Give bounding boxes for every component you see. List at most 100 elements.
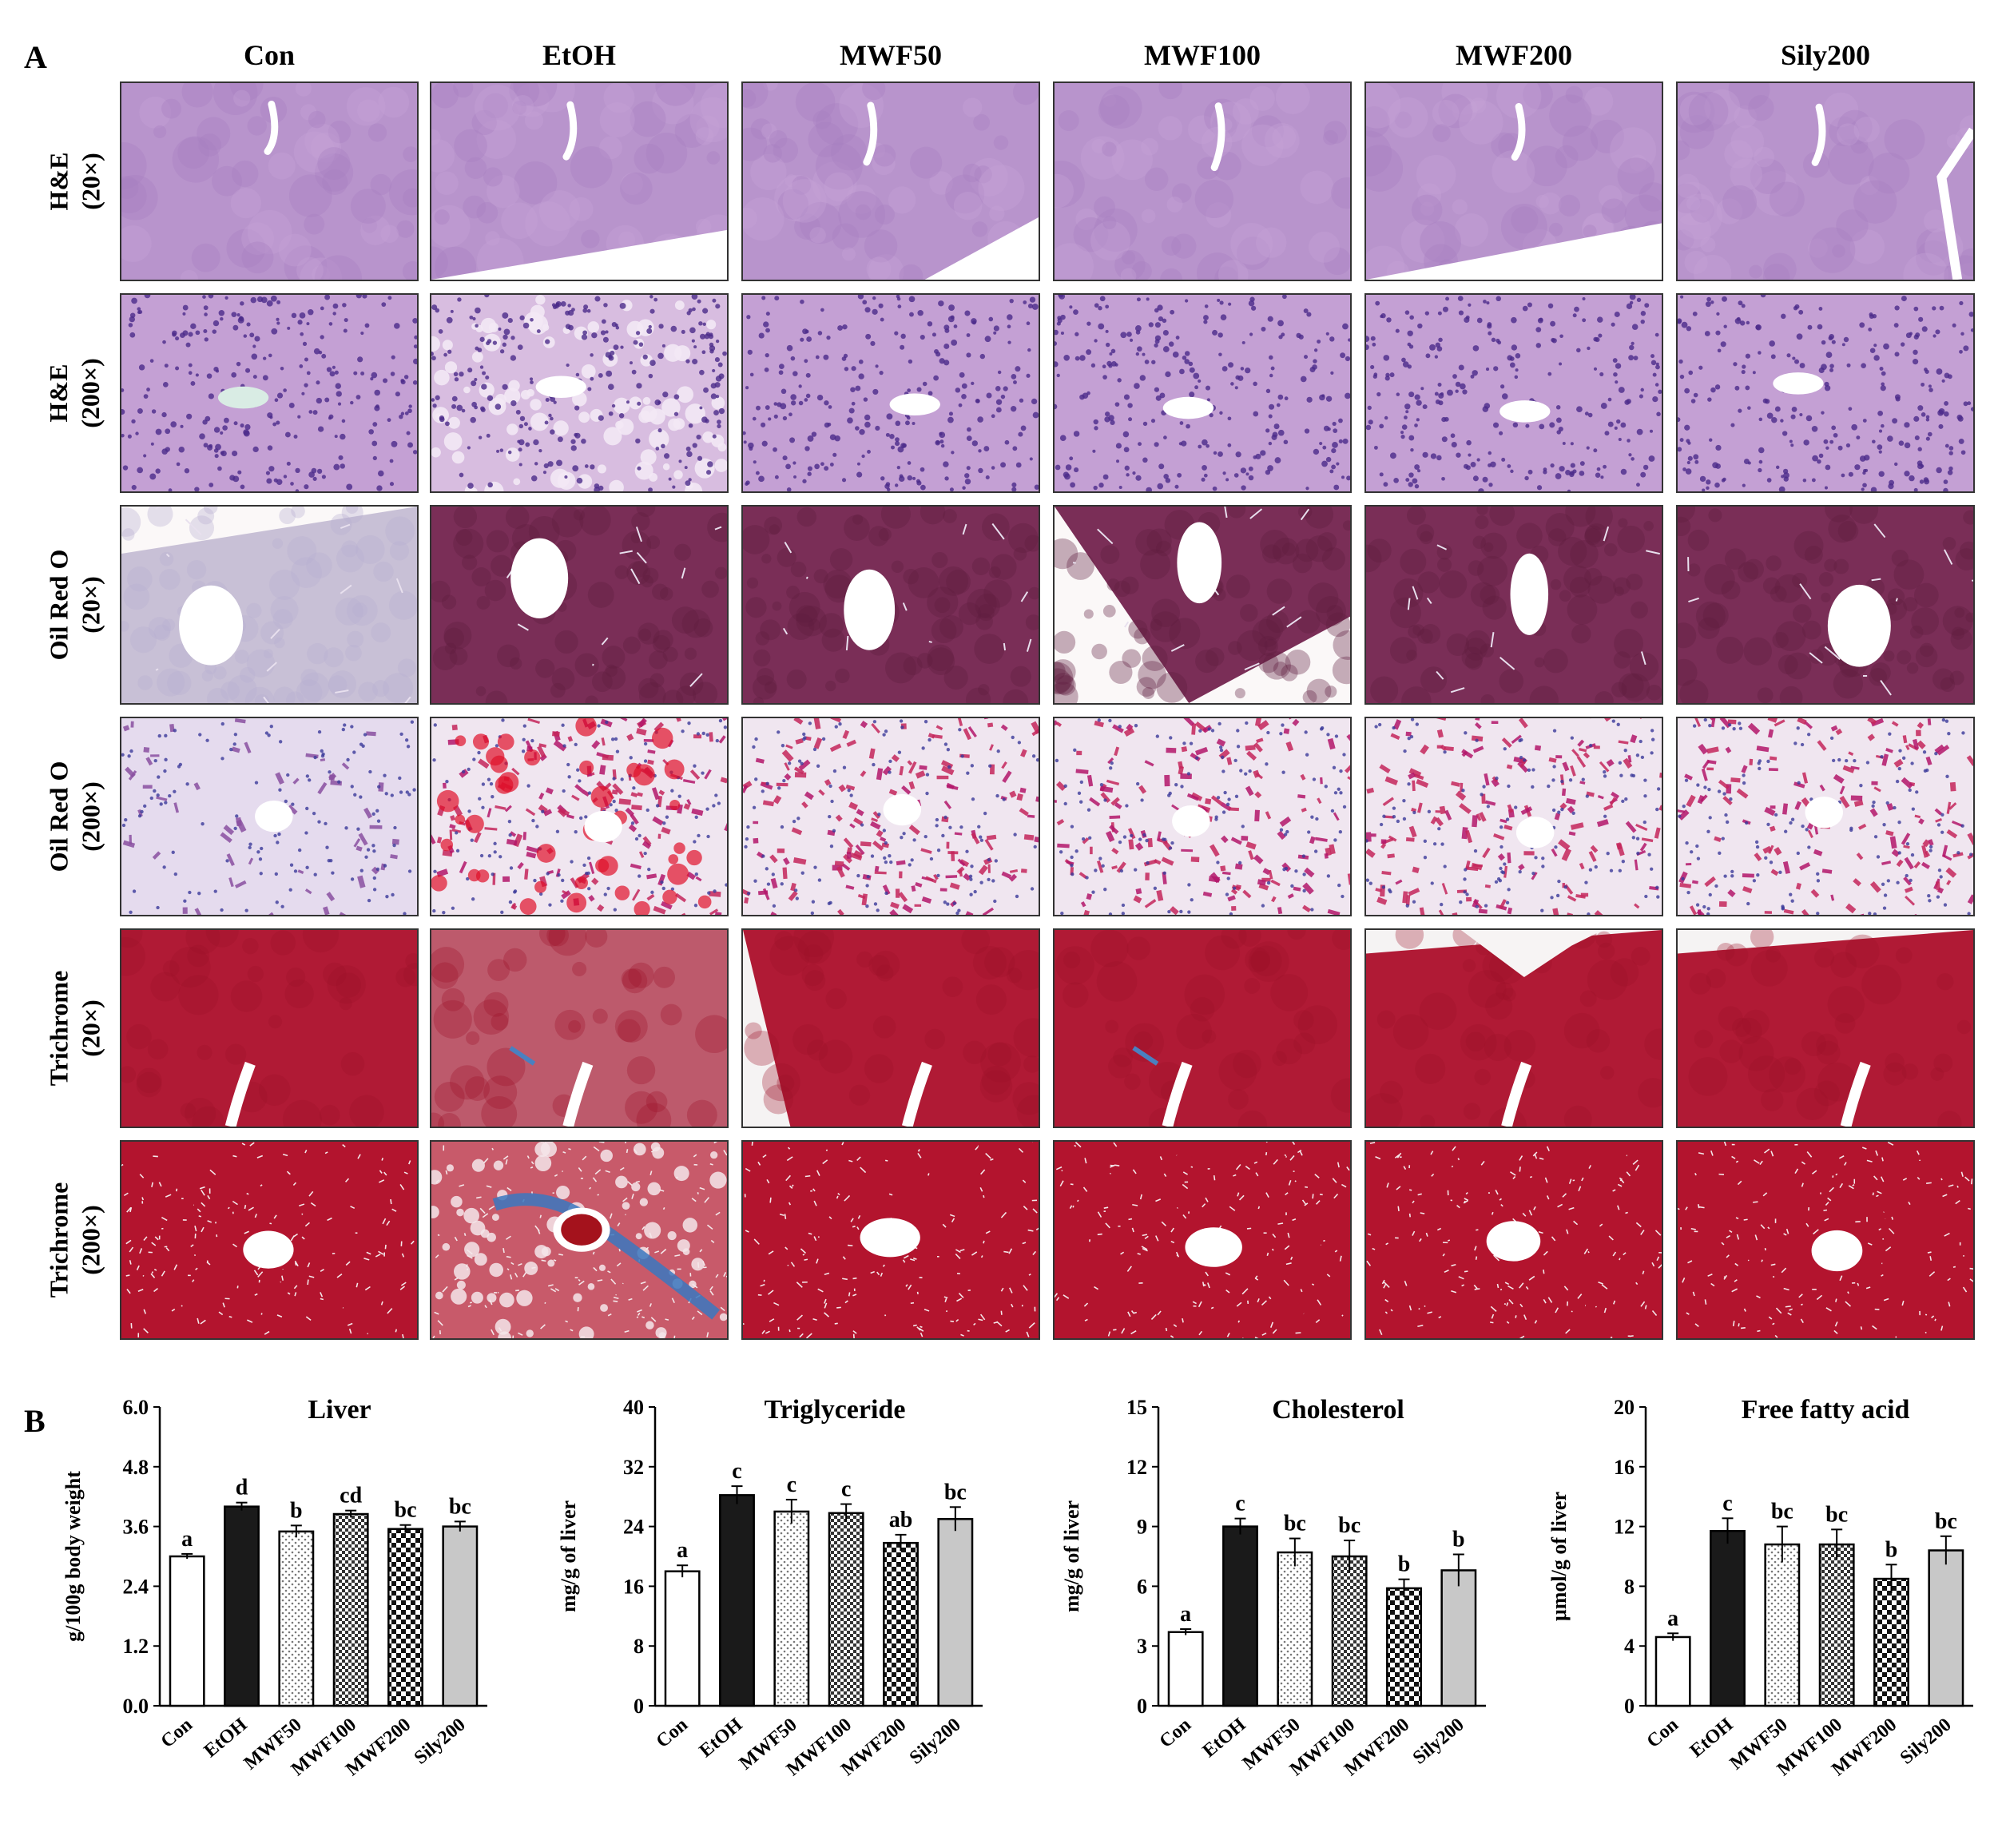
micrograph-oil-red-o-20-mwf100 [1053,505,1352,705]
bar-mwf50 [773,1510,810,1707]
y-tick-label: 40 [623,1396,644,1419]
bar-chart-free-fatty-acid: Free fatty acid μmol/g of liver 0 4 8 12 16 20 a… [1518,1394,1989,1810]
row-stain-label: Trichrome [44,1182,73,1298]
y-tick-label: 12 [1126,1456,1147,1479]
y-tick-label: 4.8 [123,1456,149,1479]
micrograph-image [743,83,1039,280]
significance-letter: a [677,1538,688,1563]
y-tick-label: 32 [623,1456,644,1479]
y-tick-label: 0 [1137,1695,1147,1718]
row-label-hande-200: H&E (200×) [30,293,118,493]
bar-chart-liver: Liver g/100g body weight 0.0 1.2 2.4 3.6 4.8 6.… [32,1394,503,1810]
x-tick-label: Sily200 [906,1715,965,1769]
micrograph-image [1366,718,1662,915]
micrograph-oil-red-o-20-con [120,505,419,705]
micrograph-image [1055,930,1350,1127]
x-tick-label: Con [157,1715,197,1752]
significance-letter: c [1722,1491,1732,1516]
significance-letter: b [1452,1528,1465,1552]
y-tick-label: 24 [623,1516,644,1539]
significance-letter: d [236,1476,248,1500]
micrograph-hande-200-con [120,293,419,493]
micrograph-image [1678,83,1973,280]
micrograph-hande-200-mwf200 [1364,293,1663,493]
bar-etoh [224,1505,260,1707]
x-tick-label: Con [1156,1715,1195,1752]
bar-sily200 [1440,1569,1477,1707]
y-tick-label: 8 [634,1635,644,1658]
y-tick-label: 0.0 [123,1695,149,1718]
micrograph-image [1055,83,1350,280]
row-magnification-label: (20×) [76,1000,105,1057]
row-label-hande-20: H&E (20×) [30,81,118,281]
bar-con [664,1570,701,1707]
micrograph-hande-20-mwf100 [1053,81,1352,281]
row-label-trichrome-20: Trichrome (20×) [30,928,118,1128]
y-tick-label: 0 [1624,1695,1635,1718]
significance-letter: bc [944,1480,967,1504]
row-stain-label: Oil Red O [44,549,73,661]
y-axis-label: g/100g body weight [62,1471,85,1642]
bar-chart-cholesterol: Cholesterol mg/g of liver 0 3 6 9 12 15 a Con c EtO… [1031,1394,1502,1810]
y-tick-label: 2.4 [123,1575,149,1598]
significance-letter: b [1398,1552,1411,1577]
micrograph-image [121,718,417,915]
micrograph-trichrome-20-mwf100 [1053,928,1352,1128]
y-tick-label: 0 [634,1695,644,1718]
significance-letter: bc [1338,1513,1360,1538]
micrograph-image [743,718,1039,915]
micrograph-oil-red-o-200-mwf100 [1053,717,1352,916]
column-header-mwf200: MWF200 [1456,39,1572,71]
micrograph-hande-20-mwf200 [1364,81,1663,281]
row-magnification-label: (200×) [75,358,105,428]
bar-sily200 [1928,1549,1964,1707]
micrograph-hande-200-sily200 [1676,293,1975,493]
significance-letter: c [732,1459,741,1484]
micrograph-image [121,507,417,703]
micrograph-image [1366,83,1662,280]
bar-etoh [1710,1529,1746,1707]
bar-con [1167,1631,1204,1707]
bar-con [1654,1635,1691,1707]
micrograph-image [121,930,417,1127]
significance-letter: c [787,1472,796,1497]
y-tick-label: 6 [1137,1575,1147,1598]
significance-letter: c [841,1477,851,1502]
micrograph-image [121,1142,417,1338]
micrograph-hande-20-mwf50 [741,81,1040,281]
micrograph-image [1055,718,1350,915]
row-magnification-label: (200×) [76,781,105,852]
row-stain-label: Oil Red O [44,761,73,872]
significance-letter: b [1885,1537,1898,1562]
y-tick-label: 4 [1624,1635,1635,1658]
column-header-sily200: Sily200 [1780,39,1871,71]
bar-mwf100 [1818,1543,1855,1707]
significance-letter: a [1180,1602,1191,1627]
significance-letter: a [181,1527,193,1552]
micrograph-hande-20-sily200 [1676,81,1975,281]
micrograph-trichrome-20-con [120,928,419,1128]
chart-title: Free fatty acid [1742,1395,1910,1425]
y-tick-label: 16 [1614,1456,1635,1479]
significance-letter: bc [1771,1500,1793,1524]
micrograph-trichrome-200-mwf100 [1053,1140,1352,1340]
significance-letter: bc [395,1498,417,1523]
micrograph-trichrome-200-con [120,1140,419,1340]
micrograph-image [743,507,1039,703]
micrograph-image [1366,507,1662,703]
micrograph-oil-red-o-20-mwf50 [741,505,1040,705]
y-tick-label: 1.2 [123,1635,149,1658]
micrograph-image [1366,295,1662,491]
row-label-trichrome-200: Trichrome (200×) [30,1140,118,1340]
y-axis-label: μmol/g of liver [1547,1492,1571,1621]
micrograph-oil-red-o-200-sily200 [1676,717,1975,916]
bar-mwf200 [1386,1587,1422,1707]
micrograph-image [121,295,417,491]
y-axis-label: mg/g of liver [557,1500,580,1612]
y-axis-label: mg/g of liver [1060,1500,1083,1612]
row-magnification-label: (200×) [76,1205,105,1275]
significance-letter: c [1235,1492,1245,1516]
micrograph-image [1055,507,1350,703]
micrograph-oil-red-o-200-mwf50 [741,717,1040,916]
y-tick-label: 9 [1137,1516,1147,1539]
